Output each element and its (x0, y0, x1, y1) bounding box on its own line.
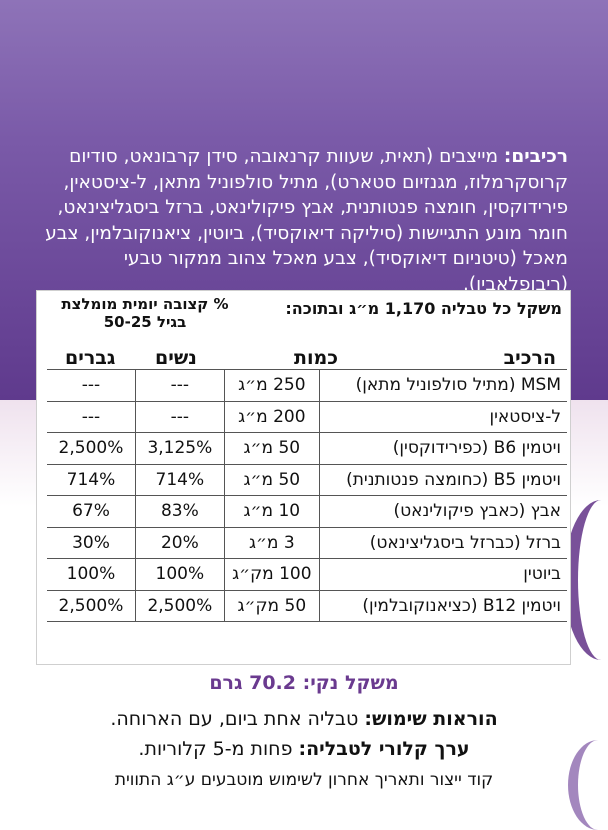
table-row: ל-ציסטאין 200 מ״ג --- --- (47, 400, 567, 433)
row-component-name: ברזל (כברזל ביסגליצינאט) (318, 526, 567, 559)
column-header-women: נשים (155, 347, 197, 369)
row-amount: 100 מק״ג (223, 558, 320, 590)
table-row: ברזל (כברזל ביסגליצינאט) 3 מ״ג 20% 30% (47, 526, 567, 559)
row-amount: 3 מ״ג (223, 526, 320, 559)
row-amount: 250 מ״ג (223, 369, 320, 401)
row-women-percent: 20% (134, 526, 225, 559)
row-women-percent: 2,500% (134, 589, 225, 622)
decorative-swoosh-bottom (568, 740, 608, 830)
row-men-percent: 2,500% (47, 432, 136, 464)
usage-label: הוראות שימוש: (364, 708, 498, 730)
row-women-percent: 3,125% (134, 432, 225, 464)
row-men-percent: 100% (47, 558, 136, 590)
row-amount: 50 מק״ג (223, 589, 320, 622)
row-amount: 50 מ״ג (223, 432, 320, 464)
nutrition-table: MSM (מתיל סולפוניל מתאן) 250 מ״ג --- --- ל-צ… (47, 369, 567, 622)
row-component-name: ביוטין (318, 558, 567, 590)
row-amount: 200 מ״ג (223, 400, 320, 433)
table-row: MSM (מתיל סולפוניל מתאן) 250 מ״ג --- --- (47, 369, 567, 401)
row-women-percent: --- (134, 369, 225, 401)
ingredients-paragraph: רכיבים: מייצבים (תאית, שעוות קרנאובה, סי… (40, 144, 568, 297)
row-component-name: ויטמין B12 (כציאנוקובלמין) (318, 589, 567, 622)
row-men-percent: 30% (47, 526, 136, 559)
table-row: ויטמין B12 (כציאנוקובלמין) 50 מק״ג 2,500% 2… (47, 589, 567, 622)
nutrition-table-panel: משקל כל טבליה 1,170 מ״ג ובתוכה: % קצובה … (36, 290, 571, 665)
column-header-men: גברים (65, 347, 116, 369)
row-women-percent: 83% (134, 495, 225, 527)
row-component-name: ויטמין B6 (כפירידוקסין) (318, 432, 567, 464)
daily-value-header: % קצובה יומית מומלצת בגיל 50-25 (61, 295, 229, 331)
usage-text: טבליה אחת ביום, עם הארוחה. (110, 708, 365, 730)
row-component-name: ל-ציסטאין (318, 400, 567, 433)
column-header-component: הרכיב (503, 347, 556, 369)
calorie-label: ערך קלורי לטבליה: (298, 738, 470, 760)
row-women-percent: 714% (134, 463, 225, 496)
row-component-name: MSM (מתיל סולפוניל מתאן) (318, 369, 567, 401)
calorie-text: פחות מ-5 קלוריות. (138, 738, 299, 760)
row-component-name: ויטמין B5 (כחומצה פנטותנית) (318, 463, 567, 496)
row-men-percent: 67% (47, 495, 136, 527)
row-men-percent: --- (47, 369, 136, 401)
calorie-value: ערך קלורי לטבליה: פחות מ-5 קלוריות. (0, 738, 608, 760)
ingredients-text: מייצבים (תאית, שעוות קרנאובה, סידן קרבונ… (45, 146, 568, 295)
row-women-percent: 100% (134, 558, 225, 590)
table-row: ויטמין B5 (כחומצה פנטותנית) 50 מ״ג 714% 714… (47, 463, 567, 496)
net-weight: משקל נקי: 70.2 גרם (209, 672, 399, 694)
row-amount: 50 מ״ג (223, 463, 320, 496)
usage-instructions: הוראות שימוש: טבליה אחת ביום, עם הארוחה. (0, 708, 608, 730)
tablet-weight-header: משקל כל טבליה 1,170 מ״ג ובתוכה: (285, 299, 562, 318)
row-component-name: אבץ (כאבץ פיקולינאט) (318, 495, 567, 527)
row-amount: 10 מ״ג (223, 495, 320, 527)
table-row: ויטמין B6 (כפירידוקסין) 50 מ״ג 3,125% 2,500… (47, 432, 567, 464)
table-row: ביוטין 100 מק״ג 100% 100% (47, 558, 567, 590)
row-women-percent: --- (134, 400, 225, 433)
ingredients-label: רכיבים: (503, 146, 568, 167)
column-header-amount: כמות (293, 347, 338, 369)
row-men-percent: 714% (47, 463, 136, 496)
row-men-percent: 2,500% (47, 589, 136, 622)
footer-note: קוד ייצור ותאריך אחרון לשימוש מוטבעים ע״… (114, 770, 494, 790)
row-men-percent: --- (47, 400, 136, 433)
table-row: אבץ (כאבץ פיקולינאט) 10 מ״ג 83% 67% (47, 495, 567, 527)
